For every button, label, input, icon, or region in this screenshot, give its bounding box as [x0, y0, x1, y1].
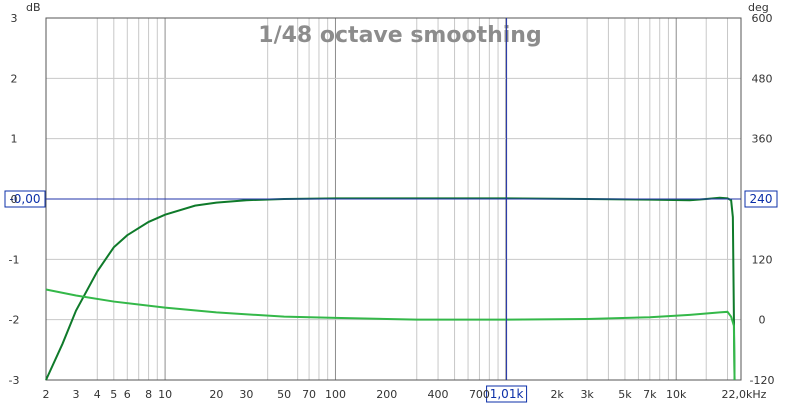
x-tick-label: 10k [666, 388, 687, 401]
cursor-left-value-box [4, 190, 46, 208]
left-tick-label: 3 [11, 12, 18, 25]
x-tick-label: 5k [618, 388, 632, 401]
x-tick-label: 70 [302, 388, 316, 401]
x-tick-label: 22,0kHz [722, 388, 767, 401]
curves [45, 196, 736, 381]
left-tick-label: 0 [11, 193, 18, 206]
right-tick-label: 0 [759, 314, 766, 327]
series-line-2 [45, 288, 736, 381]
cursor-x-value-box [486, 385, 528, 403]
x-tick-label: 6 [124, 388, 131, 401]
chart-title: 1/48 octave smoothing [258, 23, 541, 48]
x-tick-label: 200 [376, 388, 397, 401]
right-axis-unit: deg [748, 1, 769, 14]
x-tick-label: 20 [209, 388, 223, 401]
right-tick-label: 120 [752, 253, 773, 266]
right-tick-label: 600 [752, 12, 773, 25]
right-tick-label: -120 [750, 374, 775, 387]
x-tick-label: 5 [110, 388, 117, 401]
x-tick-label: 2 [43, 388, 50, 401]
cursor-right-value-box [744, 190, 778, 208]
left-tick-label: -2 [9, 314, 20, 327]
x-tick-label: 700 [469, 388, 490, 401]
right-tick-label: 480 [752, 72, 773, 85]
x-tick-label: 8 [145, 388, 152, 401]
cursor-right-value: 240 [750, 192, 773, 206]
x-tick-label: 50 [277, 388, 291, 401]
right-tick-label: 360 [752, 133, 773, 146]
series-line-1 [45, 196, 736, 381]
x-tick-label: 30 [239, 388, 253, 401]
cursor-x-value: 1,01k [490, 387, 524, 401]
x-tick-label: 10 [158, 388, 172, 401]
x-tick-label: 2k [550, 388, 564, 401]
left-axis-unit: dB [26, 1, 41, 14]
x-tick-label: 400 [428, 388, 449, 401]
cursor-left-value: -0,00 [9, 192, 40, 206]
x-tick-label: 3k [580, 388, 594, 401]
left-tick-label: 2 [11, 72, 18, 85]
x-tick-label: 7k [643, 388, 657, 401]
x-tick-label: 4 [94, 388, 101, 401]
x-tick-label: 3 [73, 388, 80, 401]
left-tick-label: 1 [11, 133, 18, 146]
left-tick-label: -1 [9, 253, 20, 266]
left-tick-label: -3 [9, 374, 20, 387]
x-tick-label: 100 [325, 388, 346, 401]
